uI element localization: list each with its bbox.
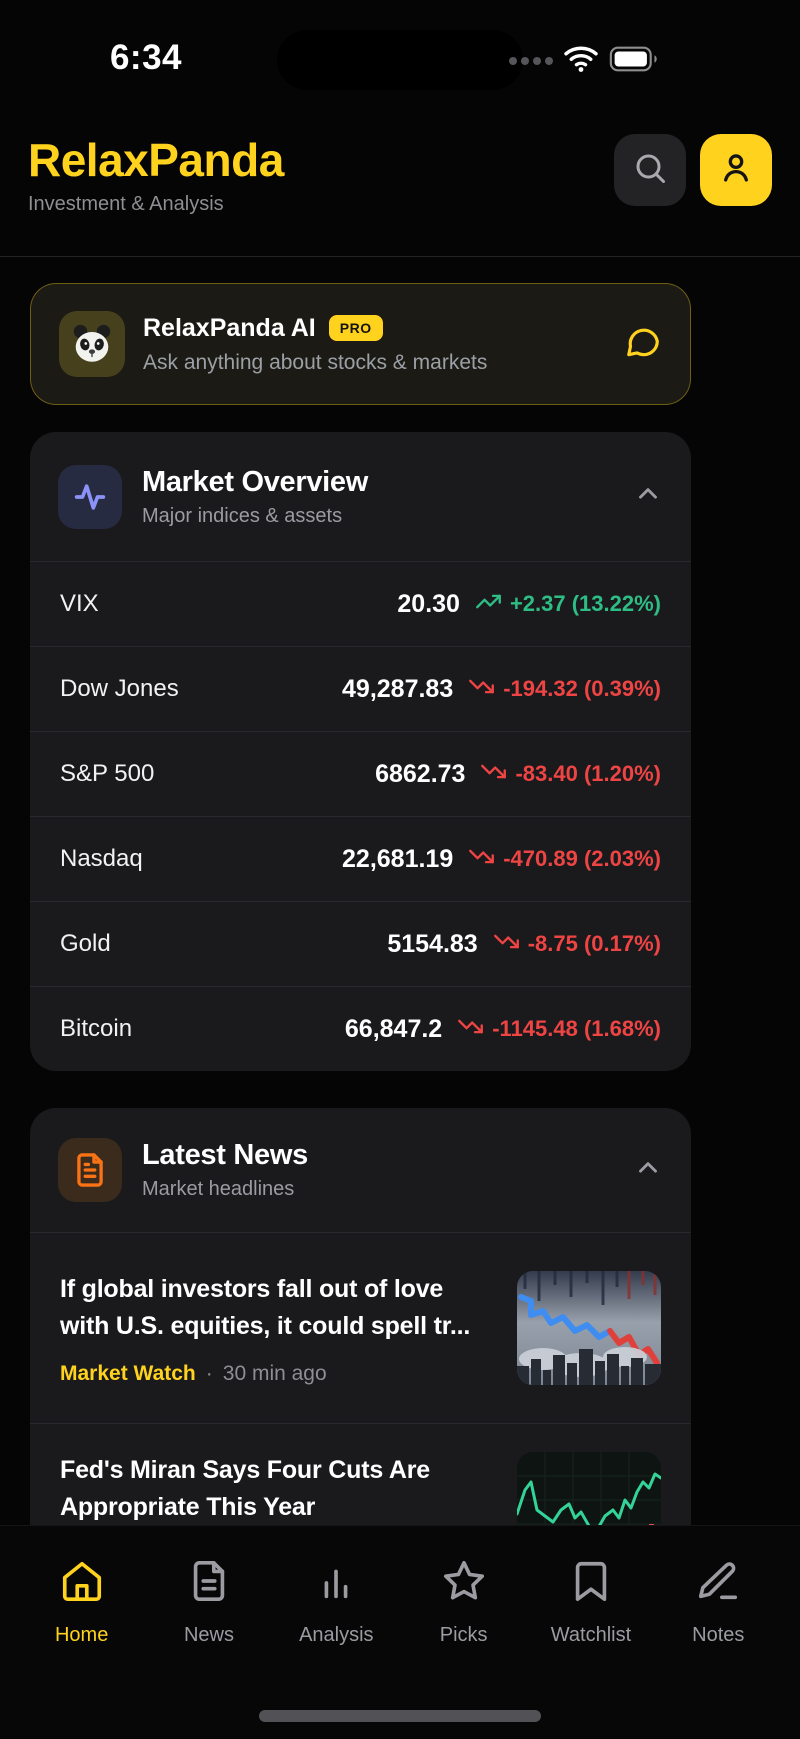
app-header: RelaxPanda Investment & Analysis bbox=[28, 134, 772, 216]
asset-value: 22,681.19 bbox=[342, 844, 454, 873]
news-timestamp: 30 min ago bbox=[222, 1361, 327, 1385]
trending-down-icon bbox=[480, 758, 507, 791]
asset-change: -1145.48 (1.68%) bbox=[492, 1016, 661, 1041]
asset-change: -83.40 (1.20%) bbox=[515, 761, 661, 786]
market-row-nasdaq[interactable]: Nasdaq 22,681.19 -470.89 (2.03%) bbox=[30, 816, 691, 901]
asset-change: -8.75 (0.17%) bbox=[527, 931, 661, 956]
bottom-tab-bar: Home News Analysis Picks Watchlist bbox=[0, 1525, 800, 1739]
tab-news[interactable]: News bbox=[145, 1558, 272, 1739]
file-text-icon bbox=[58, 1138, 122, 1202]
search-button[interactable] bbox=[614, 134, 686, 206]
asset-value: 20.30 bbox=[397, 589, 460, 618]
market-overview-header: Market Overview Major indices & assets bbox=[30, 432, 691, 561]
news-headline: If global investors fall out of love wit… bbox=[60, 1274, 471, 1340]
trending-up-icon bbox=[475, 588, 502, 621]
meta-dot: · bbox=[205, 1361, 213, 1385]
market-row-dow-jones[interactable]: Dow Jones 49,287.83 -194.32 (0.39%) bbox=[30, 646, 691, 731]
asset-name: Gold bbox=[60, 930, 111, 957]
home-icon bbox=[59, 1558, 105, 1609]
news-headline: Fed's Miran Says Four Cuts Are Appropria… bbox=[60, 1456, 430, 1521]
user-icon bbox=[717, 149, 755, 192]
ai-card-subtitle: Ask anything about stocks & markets bbox=[143, 350, 488, 374]
ai-card-title: RelaxPanda AI bbox=[143, 313, 316, 342]
latest-news-header: Latest News Market headlines bbox=[30, 1108, 691, 1232]
asset-name: Nasdaq bbox=[60, 845, 143, 872]
header-divider bbox=[0, 256, 800, 257]
trending-down-icon bbox=[468, 673, 495, 706]
app-tagline: Investment & Analysis bbox=[28, 192, 224, 215]
tab-notes[interactable]: Notes bbox=[655, 1558, 782, 1739]
asset-name: S&P 500 bbox=[60, 760, 155, 787]
pro-badge: PRO bbox=[328, 315, 383, 341]
asset-change: +2.37 (13.22%) bbox=[509, 591, 661, 616]
tab-label: Picks bbox=[439, 1624, 488, 1646]
activity-icon bbox=[58, 464, 122, 529]
home-indicator[interactable] bbox=[259, 1710, 541, 1722]
ai-assistant-card[interactable]: RelaxPanda AI PRO Ask anything about sto… bbox=[30, 283, 691, 405]
chat-bubble-icon[interactable] bbox=[624, 323, 662, 366]
wifi-icon bbox=[563, 44, 599, 79]
chevron-up-icon[interactable] bbox=[633, 479, 663, 514]
trending-down-icon bbox=[457, 1013, 484, 1046]
news-thumbnail-city-candlestick bbox=[517, 1271, 661, 1385]
news-icon bbox=[186, 1558, 232, 1609]
search-icon bbox=[632, 150, 668, 191]
tab-label: Analysis bbox=[299, 1624, 374, 1646]
tab-watchlist[interactable]: Watchlist bbox=[527, 1558, 654, 1739]
tab-label: Watchlist bbox=[550, 1624, 632, 1646]
tab-home[interactable]: Home bbox=[18, 1558, 145, 1739]
market-row-vix[interactable]: VIX 20.30 +2.37 (13.22%) bbox=[30, 561, 691, 646]
bar-chart-icon bbox=[313, 1558, 359, 1609]
asset-change: -470.89 (2.03%) bbox=[503, 846, 661, 871]
asset-value: 49,287.83 bbox=[342, 674, 454, 703]
tab-label: Home bbox=[54, 1624, 109, 1646]
asset-value: 66,847.2 bbox=[344, 1014, 443, 1043]
cellular-dots-icon bbox=[508, 52, 554, 71]
asset-change: -194.32 (0.39%) bbox=[503, 676, 661, 701]
market-overview-card: Market Overview Major indices & assets V… bbox=[30, 432, 691, 1071]
market-overview-title: Market Overview bbox=[142, 465, 369, 498]
profile-button[interactable] bbox=[700, 134, 772, 206]
market-overview-subtitle: Major indices & assets bbox=[142, 504, 343, 527]
asset-name: Dow Jones bbox=[60, 675, 179, 702]
latest-news-title: Latest News bbox=[142, 1139, 308, 1171]
market-row-bitcoin[interactable]: Bitcoin 66,847.2 -1145.48 (1.68%) bbox=[30, 986, 691, 1071]
trending-down-icon bbox=[468, 843, 495, 876]
tab-analysis[interactable]: Analysis bbox=[273, 1558, 400, 1739]
brand-block: RelaxPanda Investment & Analysis bbox=[28, 134, 284, 216]
chevron-up-icon[interactable] bbox=[633, 1153, 663, 1188]
asset-name: Bitcoin bbox=[60, 1015, 133, 1042]
market-row-gold[interactable]: Gold 5154.83 -8.75 (0.17%) bbox=[30, 901, 691, 986]
market-row-sp500[interactable]: S&P 500 6862.73 -83.40 (1.20%) bbox=[30, 731, 691, 816]
app-title: RelaxPanda bbox=[28, 134, 284, 186]
tab-label: News bbox=[183, 1624, 234, 1646]
asset-value: 6862.73 bbox=[375, 759, 466, 788]
asset-name: VIX bbox=[60, 590, 99, 617]
battery-icon bbox=[608, 45, 660, 78]
status-time: 6:34 bbox=[109, 38, 183, 77]
latest-news-subtitle: Market headlines bbox=[142, 1178, 295, 1200]
pencil-icon bbox=[695, 1558, 741, 1609]
dynamic-island bbox=[277, 30, 523, 90]
news-item[interactable]: If global investors fall out of love wit… bbox=[30, 1232, 691, 1423]
news-source: Market Watch bbox=[60, 1361, 196, 1385]
asset-value: 5154.83 bbox=[387, 929, 478, 958]
star-icon bbox=[441, 1558, 487, 1609]
panda-icon bbox=[59, 311, 125, 377]
bookmark-icon bbox=[568, 1558, 614, 1609]
trending-down-icon bbox=[493, 928, 520, 961]
tab-picks[interactable]: Picks bbox=[400, 1558, 527, 1739]
tab-label: Notes bbox=[692, 1624, 745, 1646]
